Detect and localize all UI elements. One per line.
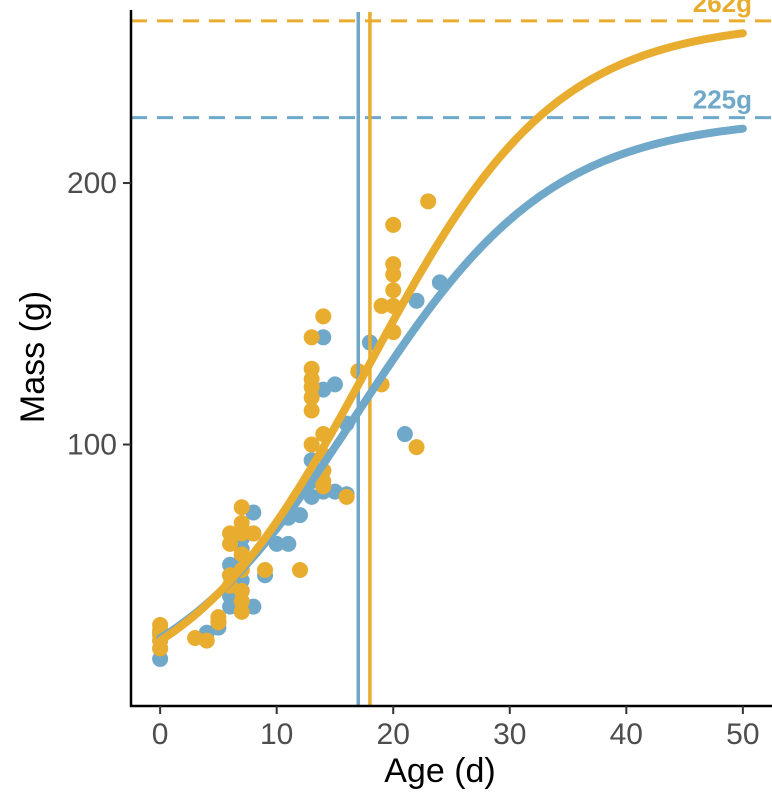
data-point bbox=[396, 426, 413, 443]
data-point bbox=[245, 525, 262, 542]
y-tick-label: 200 bbox=[67, 167, 117, 200]
data-point bbox=[233, 499, 250, 516]
data-point bbox=[222, 525, 239, 542]
data-point bbox=[303, 360, 320, 377]
data-point bbox=[373, 297, 390, 314]
data-point bbox=[326, 376, 343, 393]
data-point bbox=[257, 562, 274, 579]
x-tick-label: 50 bbox=[726, 718, 759, 751]
data-point bbox=[303, 402, 320, 419]
data-point bbox=[420, 193, 437, 210]
data-point bbox=[385, 282, 402, 299]
y-axis-title: Mass (g) bbox=[14, 291, 52, 423]
x-tick-label: 20 bbox=[377, 718, 410, 751]
data-point bbox=[338, 488, 355, 505]
data-point bbox=[233, 582, 250, 599]
asymptote-label: 225g bbox=[693, 85, 752, 115]
asymptote-label: 262g bbox=[693, 0, 752, 18]
x-axis-title: Age (d) bbox=[384, 752, 496, 790]
data-point bbox=[280, 535, 297, 552]
axes: 0 10 20 30 40 50 100 200 bbox=[67, 10, 772, 751]
data-point bbox=[291, 562, 308, 579]
x-tick-label: 10 bbox=[260, 718, 293, 751]
data-point bbox=[152, 616, 169, 633]
data-point bbox=[385, 216, 402, 233]
x-tick-label: 40 bbox=[610, 718, 643, 751]
y-tick-label: 100 bbox=[67, 429, 117, 462]
data-point bbox=[303, 436, 320, 453]
data-point bbox=[408, 292, 425, 309]
x-tick-label: 0 bbox=[152, 718, 169, 751]
data-point bbox=[291, 507, 308, 524]
data-point bbox=[210, 609, 227, 626]
data-point bbox=[315, 329, 332, 346]
fitted-curve bbox=[156, 29, 747, 645]
data-point bbox=[408, 439, 425, 456]
data-point bbox=[198, 632, 215, 649]
plot-area: 225g 262g bbox=[131, 0, 772, 706]
data-point bbox=[233, 514, 250, 531]
data-point bbox=[315, 308, 332, 325]
x-tick-label: 30 bbox=[493, 718, 526, 751]
data-point bbox=[303, 329, 320, 346]
data-point bbox=[385, 256, 402, 273]
